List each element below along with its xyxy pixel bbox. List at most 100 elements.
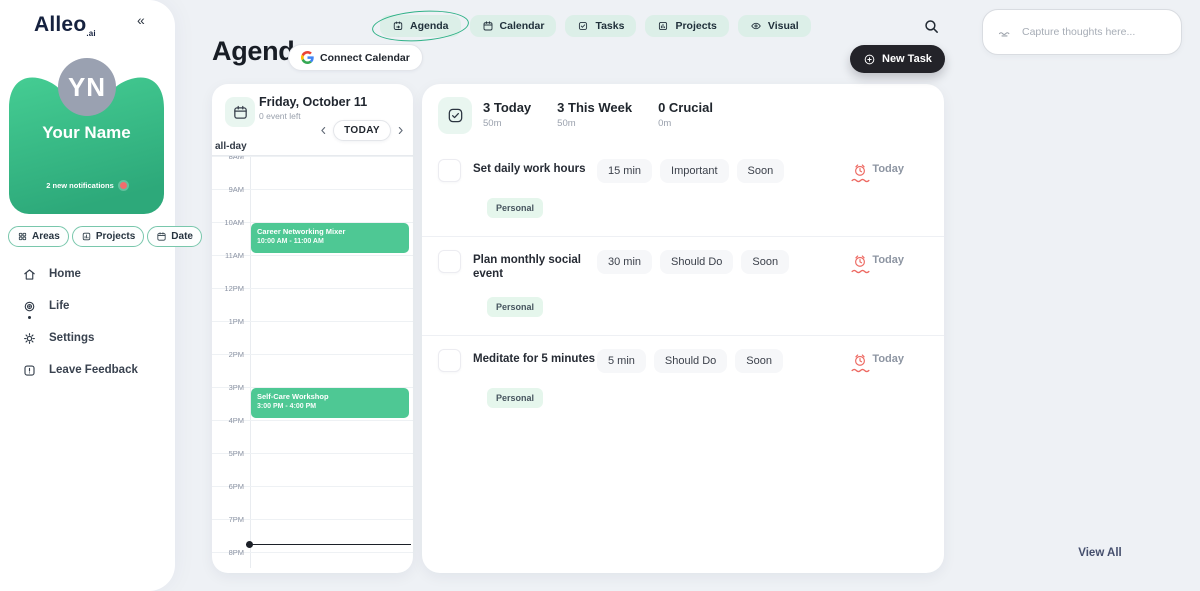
- grid-divider: [250, 156, 251, 568]
- task-checkbox[interactable]: [438, 159, 461, 182]
- alarm-icon: [853, 254, 867, 268]
- schedule-badge[interactable]: Today: [853, 159, 904, 177]
- filter-label: Date: [171, 231, 193, 242]
- alarm-icon: [853, 353, 867, 367]
- task-tag[interactable]: Personal: [487, 198, 544, 218]
- task-main: Plan monthly social event 30 min Should …: [438, 250, 904, 282]
- filter-chip[interactable]: Date: [147, 226, 202, 247]
- sidebar-nav-item[interactable]: Leave Feedback: [0, 354, 175, 386]
- events-layer: Career Networking Mixer 10:00 AM - 11:00…: [251, 156, 409, 568]
- nav-icon: [22, 267, 37, 282]
- alarm-underline: [850, 269, 871, 274]
- task-tag[interactable]: Personal: [487, 387, 544, 408]
- task-title: Meditate for 5 minutes: [473, 352, 596, 365]
- duration-chip[interactable]: 5 min: [597, 348, 646, 373]
- profile-name: Your Name: [42, 123, 131, 142]
- duration-chip[interactable]: 15 min: [597, 159, 653, 183]
- hour-slot[interactable]: 4PM: [212, 416, 413, 453]
- hour-slot[interactable]: 8PM: [212, 548, 413, 568]
- event-time: 3:00 PM - 4:00 PM: [257, 403, 317, 410]
- main-tab[interactable]: Agenda: [380, 15, 461, 37]
- hour-slot[interactable]: 3PM: [212, 383, 413, 420]
- calendar-event[interactable]: Career Networking Mixer 10:00 AM - 11:00…: [251, 223, 409, 253]
- urgency-chip[interactable]: Soon: [736, 159, 785, 183]
- sidebar-nav: Home Life Settings Leave Feedback: [0, 258, 175, 386]
- search-icon[interactable]: [921, 16, 942, 37]
- task-checkbox[interactable]: [438, 250, 461, 273]
- hour-slot[interactable]: 6PM: [212, 482, 413, 519]
- stat-label: 3 Today: [483, 100, 532, 115]
- all-day-row[interactable]: all-day: [212, 140, 413, 156]
- priority-chip[interactable]: Should Do: [653, 348, 728, 373]
- capture-input[interactable]: [1020, 25, 1167, 39]
- notifications-link[interactable]: 2 new notifications: [9, 181, 164, 190]
- alarm-icon: [853, 163, 867, 177]
- next-day-icon[interactable]: [395, 125, 406, 136]
- connect-calendar-button[interactable]: Connect Calendar: [288, 44, 423, 71]
- avatar[interactable]: YN: [58, 58, 116, 116]
- task-list: Set daily work hours 15 min Important So…: [422, 146, 944, 426]
- calendar-event[interactable]: Self-Care Workshop 3:00 PM - 4:00 PM: [251, 388, 409, 418]
- schedule-badge[interactable]: Today: [853, 349, 904, 367]
- urgency-chip[interactable]: Soon: [735, 348, 783, 373]
- prev-day-icon[interactable]: [318, 125, 329, 136]
- main-tab[interactable]: Visual: [737, 15, 811, 37]
- new-task-button[interactable]: New Task: [850, 45, 945, 73]
- schedule-label: Today: [872, 352, 904, 365]
- hour-label: 8PM: [228, 548, 244, 558]
- current-time-dot: [246, 541, 253, 549]
- tasks-summary-header: 3 Today 50m 3 This Week 50m 0 Crucial 0m: [422, 84, 944, 144]
- hour-slot[interactable]: 1PM: [212, 317, 413, 354]
- priority-chip[interactable]: Important: [660, 159, 729, 183]
- sidebar-nav-item[interactable]: Settings: [0, 322, 175, 354]
- today-button[interactable]: TODAY: [333, 120, 391, 141]
- calendar-header: Friday, October 11 0 event left TODAY: [212, 84, 413, 141]
- hour-label: 1PM: [228, 317, 244, 327]
- google-icon: [301, 51, 314, 64]
- task-row: Plan monthly social event 30 min Should …: [422, 236, 944, 335]
- task-tag[interactable]: Personal: [487, 296, 544, 317]
- task-title: Plan monthly social event: [473, 254, 581, 280]
- hour-slot[interactable]: 7PM: [212, 515, 413, 552]
- hour-slot[interactable]: 10AM: [212, 218, 413, 255]
- main-tab[interactable]: Projects: [645, 15, 729, 37]
- profile-card-shape: [9, 77, 164, 214]
- hour-label: 5PM: [228, 449, 244, 459]
- scribble-icon: [997, 25, 1012, 40]
- tab-icon: [482, 20, 494, 32]
- hour-slot[interactable]: 9AM: [212, 185, 413, 222]
- task-stats: 3 Today 50m 3 This Week 50m 0 Crucial 0m: [483, 97, 713, 129]
- hour-label: 12PM: [224, 284, 244, 294]
- event-title: Self-Care Workshop: [257, 392, 329, 401]
- main-tab[interactable]: Calendar: [469, 15, 557, 37]
- app-logo: Alleo.ai: [34, 13, 96, 39]
- sidebar-nav-item[interactable]: Life: [0, 290, 175, 322]
- tab-icon: [750, 20, 762, 32]
- hour-slot[interactable]: 11AM: [212, 251, 413, 288]
- task-stat: 3 This Week 50m: [557, 100, 632, 129]
- filter-label: Areas: [32, 231, 60, 242]
- nav-icon: [22, 299, 37, 319]
- filter-chip[interactable]: Projects: [71, 226, 145, 247]
- hour-slot[interactable]: 8AM: [212, 156, 413, 189]
- priority-chip[interactable]: Should Do: [660, 250, 734, 274]
- task-checkbox[interactable]: [438, 348, 461, 372]
- filter-chip[interactable]: Areas: [8, 226, 69, 247]
- urgency-chip[interactable]: Soon: [741, 250, 790, 274]
- main-tab[interactable]: Tasks: [565, 15, 637, 37]
- duration-chip[interactable]: 30 min: [597, 250, 653, 274]
- hour-slot[interactable]: 12PM: [212, 284, 413, 321]
- hour-label: 8AM: [228, 156, 244, 162]
- view-all-link[interactable]: View All: [1078, 547, 1122, 559]
- collapse-sidebar-icon[interactable]: «: [137, 12, 145, 28]
- event-time: 10:00 AM - 11:00 AM: [257, 238, 324, 245]
- hour-slot[interactable]: 2PM: [212, 350, 413, 387]
- schedule-badge[interactable]: Today: [853, 250, 904, 268]
- task-row: Meditate for 5 minutes 5 min Should Do S…: [422, 334, 944, 426]
- schedule-label: Today: [872, 163, 904, 175]
- hour-slot[interactable]: 5PM: [212, 449, 413, 486]
- capture-thoughts-box[interactable]: [982, 9, 1182, 55]
- sidebar-nav-item[interactable]: Home: [0, 258, 175, 290]
- tasks-check-icon: [438, 97, 472, 134]
- task-stat: 0 Crucial 0m: [658, 100, 713, 129]
